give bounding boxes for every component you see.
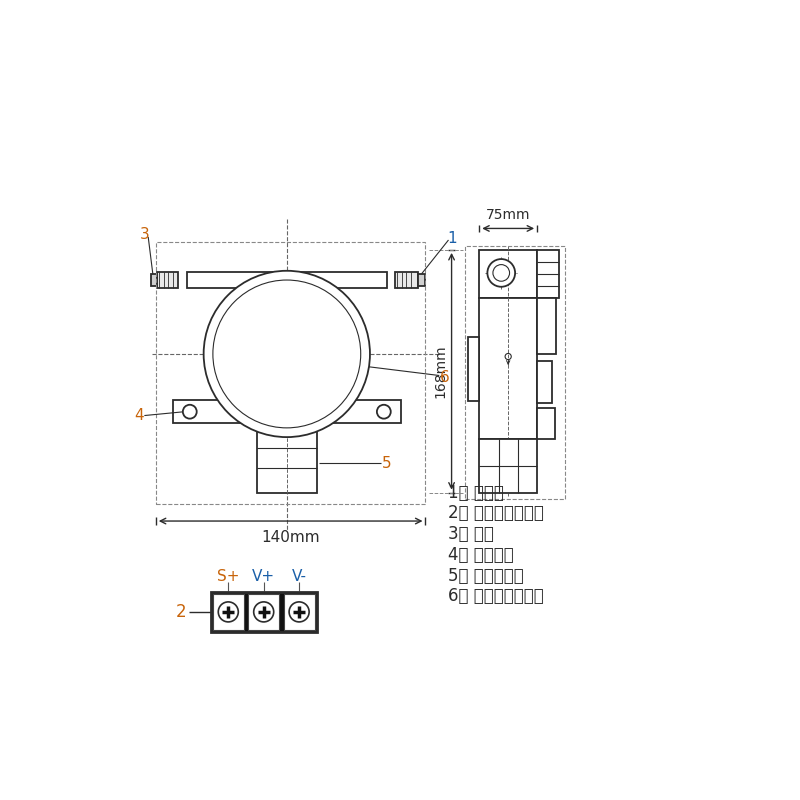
- Text: 140mm: 140mm: [262, 530, 320, 546]
- Bar: [210, 592, 317, 632]
- Text: 3、 堵头: 3、 堵头: [449, 525, 494, 543]
- Bar: [213, 594, 244, 630]
- Circle shape: [289, 602, 309, 622]
- Text: 6: 6: [440, 370, 450, 385]
- Text: 2: 2: [176, 603, 186, 621]
- Circle shape: [254, 602, 274, 622]
- Bar: [537, 361, 552, 403]
- Text: 1: 1: [447, 231, 457, 246]
- Bar: [537, 250, 558, 298]
- Text: V+: V+: [252, 569, 275, 584]
- Text: S+: S+: [217, 569, 239, 584]
- Circle shape: [493, 265, 510, 282]
- Text: 2、 变送器接线端子: 2、 变送器接线端子: [449, 504, 544, 522]
- Text: 4、 安装支架: 4、 安装支架: [449, 546, 514, 564]
- Bar: [537, 298, 557, 354]
- Text: 6、 传感器接线端子: 6、 传感器接线端子: [449, 587, 544, 606]
- Circle shape: [204, 270, 370, 437]
- Circle shape: [487, 259, 515, 286]
- Bar: [150, 274, 157, 286]
- Bar: [468, 337, 479, 401]
- Bar: [156, 242, 426, 504]
- Bar: [537, 408, 555, 438]
- Text: 3: 3: [139, 227, 150, 242]
- Text: 1、 入线孔: 1、 入线孔: [449, 483, 504, 502]
- Text: 168mm: 168mm: [433, 345, 447, 398]
- Bar: [257, 423, 317, 493]
- Circle shape: [183, 405, 197, 418]
- Text: V-: V-: [292, 569, 306, 584]
- Bar: [418, 274, 426, 286]
- Circle shape: [218, 602, 238, 622]
- Bar: [284, 594, 314, 630]
- Bar: [157, 272, 178, 288]
- Bar: [186, 272, 387, 288]
- Bar: [479, 250, 537, 298]
- Text: 5、 气敏传感器: 5、 气敏传感器: [449, 566, 524, 585]
- Bar: [479, 298, 537, 438]
- Bar: [479, 438, 537, 493]
- Bar: [466, 246, 565, 498]
- Bar: [248, 594, 279, 630]
- Circle shape: [377, 405, 390, 418]
- Bar: [394, 272, 418, 288]
- Text: 75mm: 75mm: [486, 208, 530, 222]
- Bar: [173, 400, 401, 423]
- Text: 5: 5: [382, 456, 392, 470]
- Text: 4: 4: [134, 408, 144, 423]
